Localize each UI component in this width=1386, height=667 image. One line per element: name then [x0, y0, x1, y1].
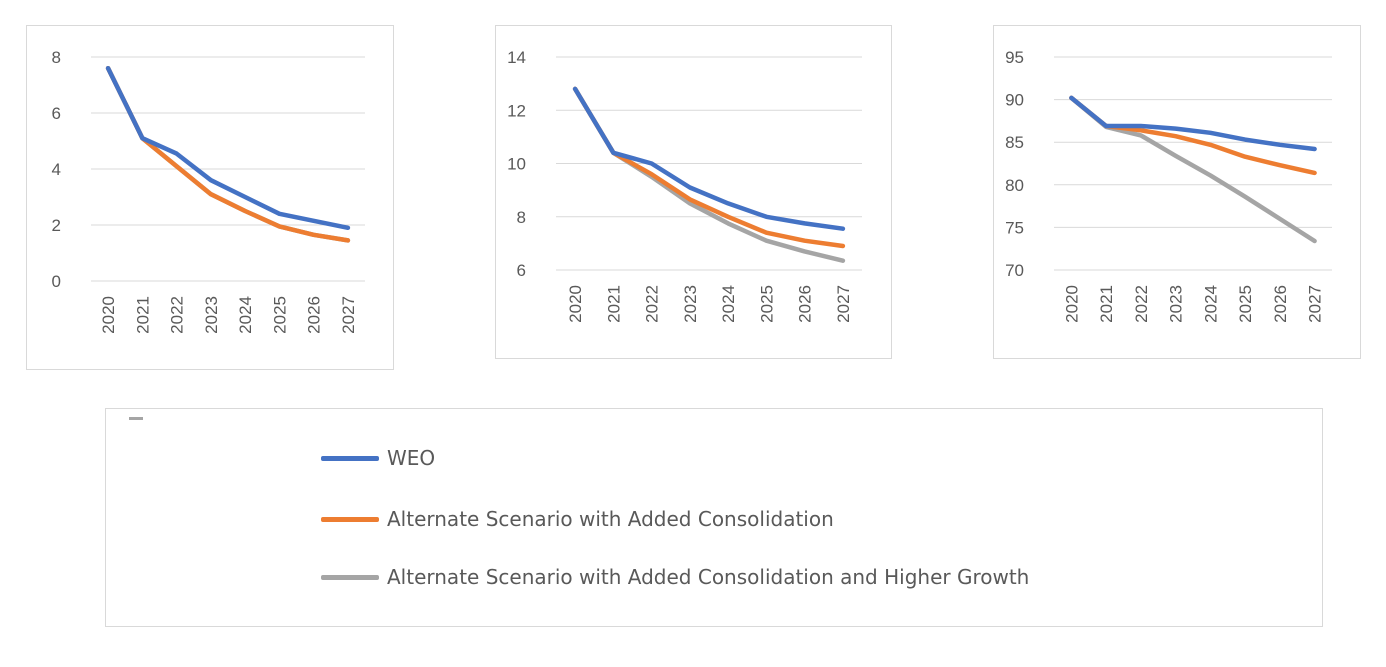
x-tick-label: 2023 [681, 285, 700, 323]
legend-swatch-consolidation-growth [321, 574, 379, 580]
x-tick-label: 2026 [796, 285, 815, 323]
x-tick-label: 2022 [1132, 285, 1151, 323]
y-tick-label: 85 [1005, 133, 1024, 152]
x-tick-label: 2022 [168, 296, 187, 334]
series-line-0 [1069, 95, 1317, 152]
series-line-1 [1069, 95, 1317, 176]
x-tick-label: 2026 [1271, 285, 1290, 323]
y-tick-label: 90 [1005, 91, 1024, 110]
y-tick-label: 70 [1005, 261, 1024, 280]
x-tick-label: 2027 [834, 285, 853, 323]
y-tick-label: 2 [52, 216, 61, 235]
y-tick-label: 4 [52, 160, 61, 179]
legend-label-consolidation: Alternate Scenario with Added Consolidat… [387, 507, 834, 531]
y-tick-label: 8 [52, 48, 61, 67]
y-tick-label: 8 [517, 208, 526, 227]
legend-label-weo: WEO [387, 446, 436, 470]
chart-panel-1: 0 2 4 6 8 2020 2021 2022 2023 2024 2025 2026 2027 [26, 25, 394, 370]
y-tick-label: 10 [507, 155, 526, 174]
legend-marker-fragment [129, 417, 143, 420]
x-tick-label: 2020 [566, 285, 585, 323]
chart-3-svg: 70 75 80 85 90 95 2020 2021 2022 2023 2024 2025 2026… [1005, 48, 1332, 323]
x-tick-label: 2021 [133, 296, 152, 334]
legend-label-consolidation-growth: Alternate Scenario with Added Consolidat… [387, 565, 1030, 589]
x-tick-label: 2021 [1097, 285, 1116, 323]
x-tick-label: 2024 [719, 285, 738, 323]
x-tick-label: 2020 [99, 296, 118, 334]
chart-1-svg: 0 2 4 6 8 2020 2021 2022 2023 2024 2025 2026 2027 [52, 48, 365, 334]
x-tick-label: 2025 [1236, 285, 1255, 323]
y-tick-label: 80 [1005, 176, 1024, 195]
x-tick-label: 2022 [643, 285, 662, 323]
series-line-2 [572, 86, 846, 263]
x-tick-label: 2020 [1062, 285, 1081, 323]
series-line-1 [105, 65, 351, 243]
y-tick-label: 6 [52, 104, 61, 123]
series-line-0 [105, 65, 351, 231]
x-tick-label: 2025 [757, 285, 776, 323]
series-line-0 [572, 86, 846, 231]
y-tick-label: 14 [507, 48, 526, 67]
chart-panel-3: 70 75 80 85 90 95 2020 2021 2022 2023 2024 2025 2026… [993, 25, 1361, 359]
y-tick-label: 75 [1005, 218, 1024, 237]
y-tick-label: 95 [1005, 48, 1024, 67]
x-tick-label: 2021 [604, 285, 623, 323]
chart-2-svg: 6 8 10 12 14 2020 2021 2022 2023 2024 2025 2026 2027 [507, 48, 862, 323]
chart-panel-2: 6 8 10 12 14 2020 2021 2022 2023 2024 2025 2026 2027 [495, 25, 892, 359]
x-tick-label: 2023 [1167, 285, 1186, 323]
y-tick-label: 6 [517, 261, 526, 280]
y-tick-label: 0 [52, 272, 61, 291]
y-tick-label: 12 [507, 101, 526, 120]
x-tick-label: 2027 [1306, 285, 1325, 323]
legend-item-consolidation-growth: Alternate Scenario with Added Consolidat… [321, 562, 1029, 592]
x-tick-label: 2027 [339, 296, 358, 334]
x-tick-label: 2023 [202, 296, 221, 334]
legend-item-weo: WEO [321, 443, 435, 473]
legend-swatch-weo [321, 455, 379, 461]
legend-swatch-consolidation [321, 516, 379, 522]
chart-legend: WEO Alternate Scenario with Added Consol… [105, 408, 1323, 627]
x-tick-label: 2024 [236, 296, 255, 334]
x-tick-label: 2026 [305, 296, 324, 334]
series-line-2 [105, 65, 351, 243]
x-tick-label: 2024 [1201, 285, 1220, 323]
legend-item-consolidation: Alternate Scenario with Added Consolidat… [321, 504, 834, 534]
series-line-2 [1069, 95, 1317, 244]
x-tick-label: 2025 [270, 296, 289, 334]
